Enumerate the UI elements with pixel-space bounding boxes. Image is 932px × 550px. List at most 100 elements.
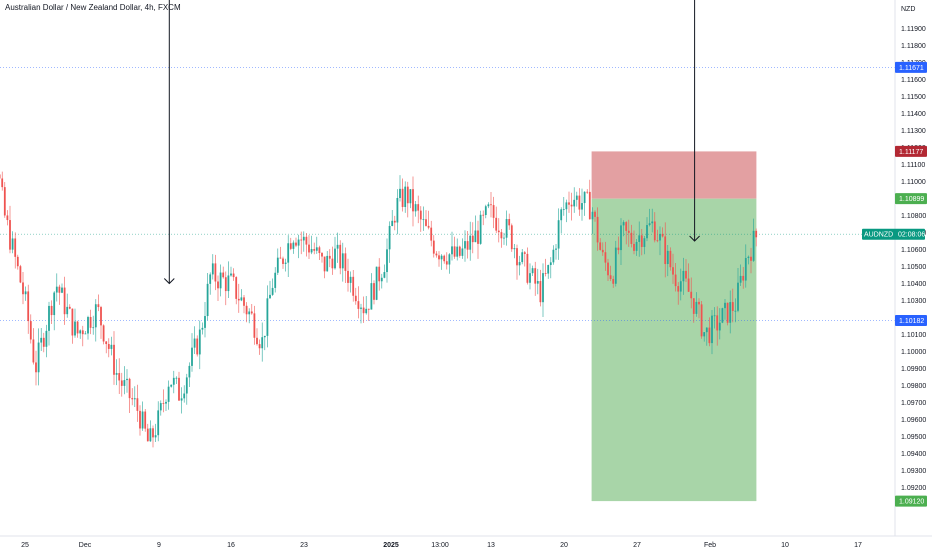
time-tick-label: 2025 bbox=[383, 542, 399, 549]
candle-body bbox=[24, 291, 27, 295]
candle-body bbox=[490, 204, 492, 206]
candle-body bbox=[245, 305, 248, 315]
candle-body bbox=[107, 344, 110, 349]
candle-body bbox=[102, 325, 105, 342]
candle-body bbox=[321, 253, 323, 257]
candle-body bbox=[726, 302, 729, 323]
candle-body bbox=[742, 275, 745, 281]
candle-body bbox=[170, 384, 173, 387]
candle-body bbox=[79, 330, 82, 334]
stop-loss-zone[interactable] bbox=[591, 151, 757, 199]
candle-body bbox=[157, 410, 160, 436]
candle-body bbox=[144, 411, 147, 429]
price-tick-label: 1.11500 bbox=[901, 94, 926, 101]
time-axis[interactable]: 25 Dec 9 16 23 2025 13:00 13 20 27 Feb 10 17 bbox=[21, 542, 862, 549]
candle-body bbox=[708, 327, 711, 344]
candle-body bbox=[45, 330, 48, 347]
time-tick-label: 13:00 bbox=[431, 542, 449, 549]
candle-body bbox=[235, 277, 238, 299]
price-tick-label: 1.11600 bbox=[901, 77, 926, 84]
candle-body bbox=[536, 281, 539, 284]
upper-level-label: 1.11671 bbox=[899, 65, 924, 72]
candle-body bbox=[318, 247, 321, 254]
candle-body bbox=[692, 298, 695, 314]
candle-body bbox=[123, 380, 126, 386]
take-profit-zone[interactable] bbox=[591, 198, 757, 502]
candle-body bbox=[484, 206, 487, 216]
candle-body bbox=[661, 233, 664, 237]
candle-body bbox=[375, 266, 378, 300]
candle-body bbox=[167, 386, 170, 402]
candle-body bbox=[739, 275, 742, 283]
candle-body bbox=[22, 282, 24, 295]
candle-body bbox=[222, 272, 225, 278]
price-tick-label: 1.11400 bbox=[901, 111, 926, 118]
candle-body bbox=[664, 236, 667, 265]
candle-body bbox=[529, 273, 531, 283]
candle-body bbox=[601, 249, 604, 253]
candle-body bbox=[713, 315, 716, 317]
candle-body bbox=[42, 337, 45, 347]
candle-body bbox=[178, 377, 180, 401]
candle-body bbox=[588, 191, 591, 220]
candle-body bbox=[282, 258, 284, 264]
candle-body bbox=[659, 233, 661, 241]
candle-body bbox=[84, 333, 87, 335]
candle-body bbox=[152, 428, 154, 438]
candle-body bbox=[544, 273, 547, 274]
candle-body bbox=[71, 308, 74, 336]
candle-body bbox=[209, 274, 212, 284]
candle-body bbox=[100, 307, 102, 326]
candle-body bbox=[165, 401, 167, 404]
candle-body bbox=[638, 235, 641, 242]
candle-body bbox=[422, 219, 425, 221]
entry-badge bbox=[895, 193, 927, 205]
candle-body bbox=[302, 236, 305, 241]
candle-body bbox=[292, 242, 295, 249]
candle-body bbox=[640, 235, 643, 247]
candle-body bbox=[315, 247, 318, 251]
candle-body bbox=[568, 202, 570, 205]
candle-body bbox=[188, 365, 191, 378]
candle-body bbox=[354, 295, 357, 302]
candle-body bbox=[55, 286, 58, 293]
candle-body bbox=[29, 321, 32, 340]
candle-body bbox=[557, 220, 560, 249]
price-tick-label: 1.10600 bbox=[901, 247, 926, 254]
candle-body bbox=[443, 255, 446, 262]
candle-body bbox=[432, 240, 435, 254]
candle-body bbox=[141, 411, 144, 429]
candle-body bbox=[269, 294, 271, 299]
candle-body bbox=[326, 255, 329, 272]
candle-body bbox=[360, 307, 362, 309]
time-tick-label: 10 bbox=[781, 542, 789, 549]
candle-body bbox=[391, 220, 394, 226]
candle-body bbox=[110, 344, 113, 349]
candle-body bbox=[552, 249, 555, 263]
candle-body bbox=[578, 195, 581, 210]
candle-body bbox=[669, 250, 672, 268]
candle-body bbox=[61, 287, 63, 293]
candle-body bbox=[219, 272, 222, 289]
candle-body bbox=[243, 297, 245, 306]
candle-body bbox=[162, 403, 165, 404]
candle-body bbox=[217, 281, 219, 289]
candle-body bbox=[146, 428, 149, 442]
candle-body bbox=[367, 308, 370, 310]
candle-body bbox=[87, 317, 89, 334]
candle-body bbox=[297, 239, 300, 246]
entry-label: 1.10899 bbox=[899, 196, 924, 203]
candle-body bbox=[92, 327, 95, 329]
price-tick-label: 1.09400 bbox=[901, 451, 926, 458]
candle-body bbox=[334, 248, 336, 269]
candle-body bbox=[357, 301, 360, 309]
candle-body bbox=[401, 188, 404, 207]
candle-body bbox=[744, 258, 747, 281]
candle-body bbox=[274, 272, 277, 288]
candle-body bbox=[445, 261, 448, 265]
candle-body bbox=[48, 305, 50, 331]
currency-label: NZD bbox=[901, 6, 915, 13]
candle-body bbox=[11, 238, 14, 250]
time-tick-label: 23 bbox=[300, 542, 308, 549]
